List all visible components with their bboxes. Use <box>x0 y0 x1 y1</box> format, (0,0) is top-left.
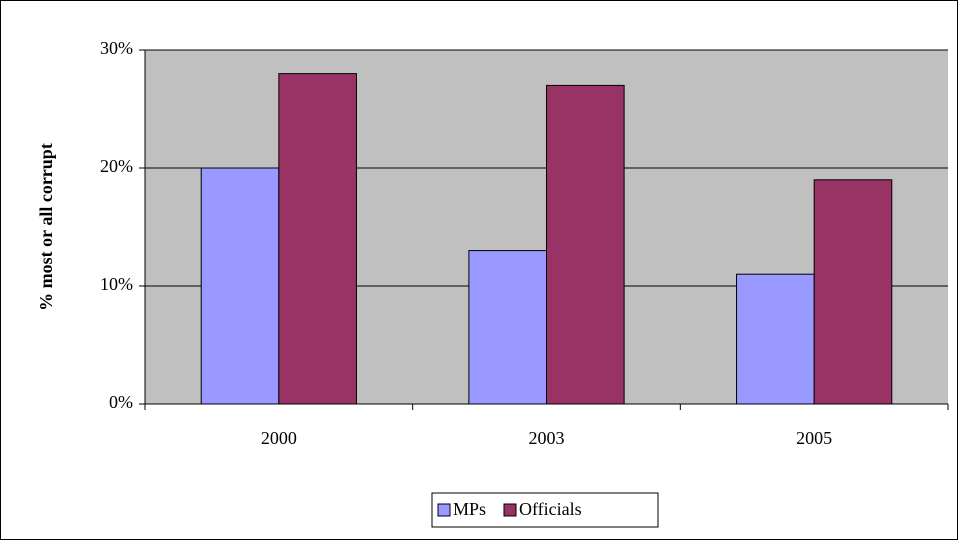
bar <box>736 273 815 405</box>
legend-box <box>431 492 659 528</box>
bar <box>278 73 357 405</box>
bar <box>546 84 625 405</box>
bar <box>468 250 548 405</box>
y-tick-label: 0% <box>109 392 133 412</box>
y-axis-label: % most or all corrupt <box>36 143 56 311</box>
y-tick-label: 30% <box>100 38 133 58</box>
x-tick-label: 2000 <box>261 428 297 448</box>
x-tick-label: 2003 <box>529 428 565 448</box>
x-tick-label: 2005 <box>796 428 832 448</box>
y-tick-label: 10% <box>100 274 133 294</box>
legend-swatch <box>437 503 451 517</box>
bar <box>813 179 893 405</box>
y-tick-label: 20% <box>100 156 133 176</box>
legend-label: MPs <box>453 499 486 519</box>
legend-swatch <box>503 503 517 517</box>
bar <box>200 167 280 405</box>
legend-label: Officials <box>519 499 582 519</box>
